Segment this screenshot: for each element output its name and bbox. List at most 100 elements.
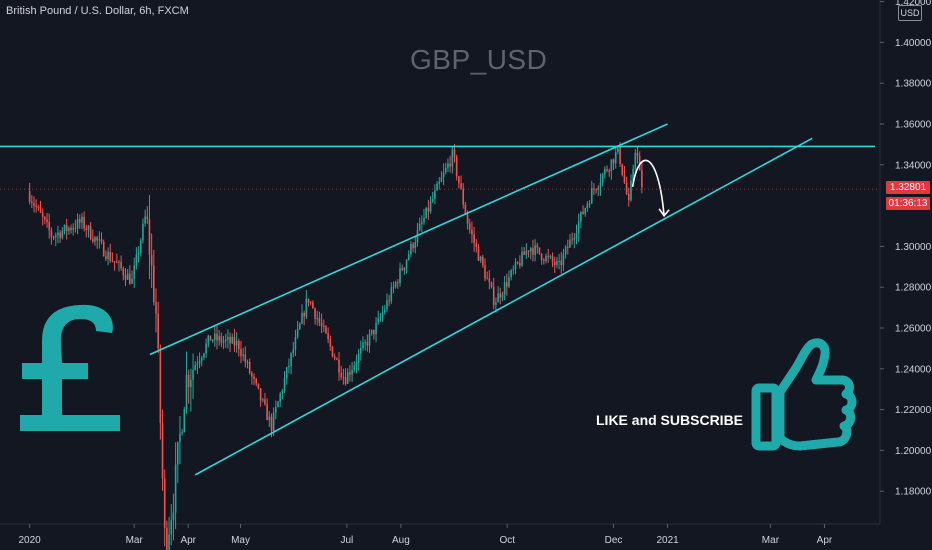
candle-body <box>551 256 554 262</box>
candle-body <box>349 372 351 375</box>
candle-body <box>586 203 589 209</box>
candle-body <box>227 337 229 340</box>
candle-body <box>440 177 443 182</box>
candle-body <box>222 341 225 343</box>
candle-body <box>564 246 567 255</box>
candle-body <box>183 409 186 433</box>
candle-body <box>261 399 264 401</box>
candle-body <box>268 416 271 421</box>
candle-body <box>257 383 260 389</box>
candle-body <box>218 336 220 341</box>
candle-body <box>270 416 273 431</box>
candle-body <box>492 286 495 305</box>
candle-body <box>344 377 347 384</box>
candle-body <box>115 262 118 264</box>
candle-body <box>368 333 371 346</box>
candle-body <box>259 388 262 401</box>
x-tick-label: Mar <box>126 535 144 546</box>
candle-body <box>187 374 190 388</box>
candle-body <box>41 212 44 218</box>
candle-body <box>100 239 103 242</box>
candle-body <box>556 260 558 265</box>
candle-body <box>630 180 632 201</box>
candle-body <box>353 365 356 370</box>
y-tick-label: 1.28000 <box>895 283 932 294</box>
y-tick-label: 1.40000 <box>895 38 932 49</box>
candle-body <box>431 198 434 202</box>
candle-body <box>205 343 207 354</box>
candle-body <box>135 254 138 266</box>
candle-body <box>148 219 151 255</box>
x-tick-label: Mar <box>762 535 780 546</box>
candle-body <box>584 208 587 214</box>
candle-body <box>251 373 253 377</box>
candle-body <box>109 251 112 261</box>
candle-body <box>198 360 201 364</box>
candle-body <box>632 168 634 181</box>
candle-body <box>176 442 179 465</box>
candle-body <box>54 235 57 238</box>
candle-body <box>285 367 288 379</box>
candle-body <box>590 188 593 204</box>
candle-body <box>488 278 491 283</box>
candle-body <box>240 349 242 356</box>
x-tick-label: 2020 <box>19 535 42 546</box>
candle-body <box>203 353 205 358</box>
candle-body <box>107 251 109 259</box>
candle-body <box>163 478 166 528</box>
candle-body <box>407 254 410 260</box>
candle-body <box>290 353 292 366</box>
y-tick-label: 1.38000 <box>895 79 932 90</box>
candle-body <box>458 176 460 184</box>
candle-body <box>307 298 310 303</box>
candle-body <box>65 224 68 232</box>
candle-body <box>512 269 515 271</box>
y-tick-label: 1.36000 <box>895 120 932 131</box>
candle-body <box>172 512 175 521</box>
currency-label[interactable]: USD <box>898 5 922 21</box>
candle-body <box>471 229 473 235</box>
candle-body <box>575 233 578 239</box>
candle-body <box>370 329 373 334</box>
candle-body <box>538 247 541 254</box>
candle-body <box>318 318 321 323</box>
candle-body <box>510 270 512 278</box>
candle-body <box>159 348 162 424</box>
candle-body <box>351 369 353 375</box>
candle-body <box>604 169 606 175</box>
candle-body <box>179 433 181 443</box>
candle-body <box>534 245 536 255</box>
candle-body <box>525 250 528 255</box>
candle-body <box>573 238 576 240</box>
candle-body <box>482 256 484 266</box>
candle-body <box>279 393 281 402</box>
candle-body <box>621 163 624 176</box>
candle-body <box>375 322 377 335</box>
candle-body <box>414 242 417 249</box>
candle-body <box>623 175 626 183</box>
candle-body <box>37 206 40 208</box>
channel-upper-line <box>149 123 668 356</box>
candle-body <box>255 378 258 384</box>
candle-body <box>614 152 617 164</box>
like-subscribe-text: LIKE and SUBSCRIBE <box>596 412 744 428</box>
candle-body <box>394 282 397 287</box>
candle-body <box>118 261 120 263</box>
candle-body <box>168 534 170 550</box>
candle-body <box>102 241 105 257</box>
candle-body <box>529 248 532 252</box>
candle-body <box>81 216 83 223</box>
candle-body <box>124 275 127 280</box>
candle-body <box>50 230 53 238</box>
candle-body <box>464 204 467 215</box>
candle-body <box>144 216 146 224</box>
candle-body <box>468 223 471 230</box>
candle-body <box>74 228 77 230</box>
candle-body <box>320 322 323 327</box>
candle-body <box>447 163 449 168</box>
x-tick-label: Aug <box>392 535 410 546</box>
candle-body <box>157 313 159 349</box>
y-tick-label: 1.42000 <box>895 0 932 8</box>
candle-body <box>560 260 563 266</box>
